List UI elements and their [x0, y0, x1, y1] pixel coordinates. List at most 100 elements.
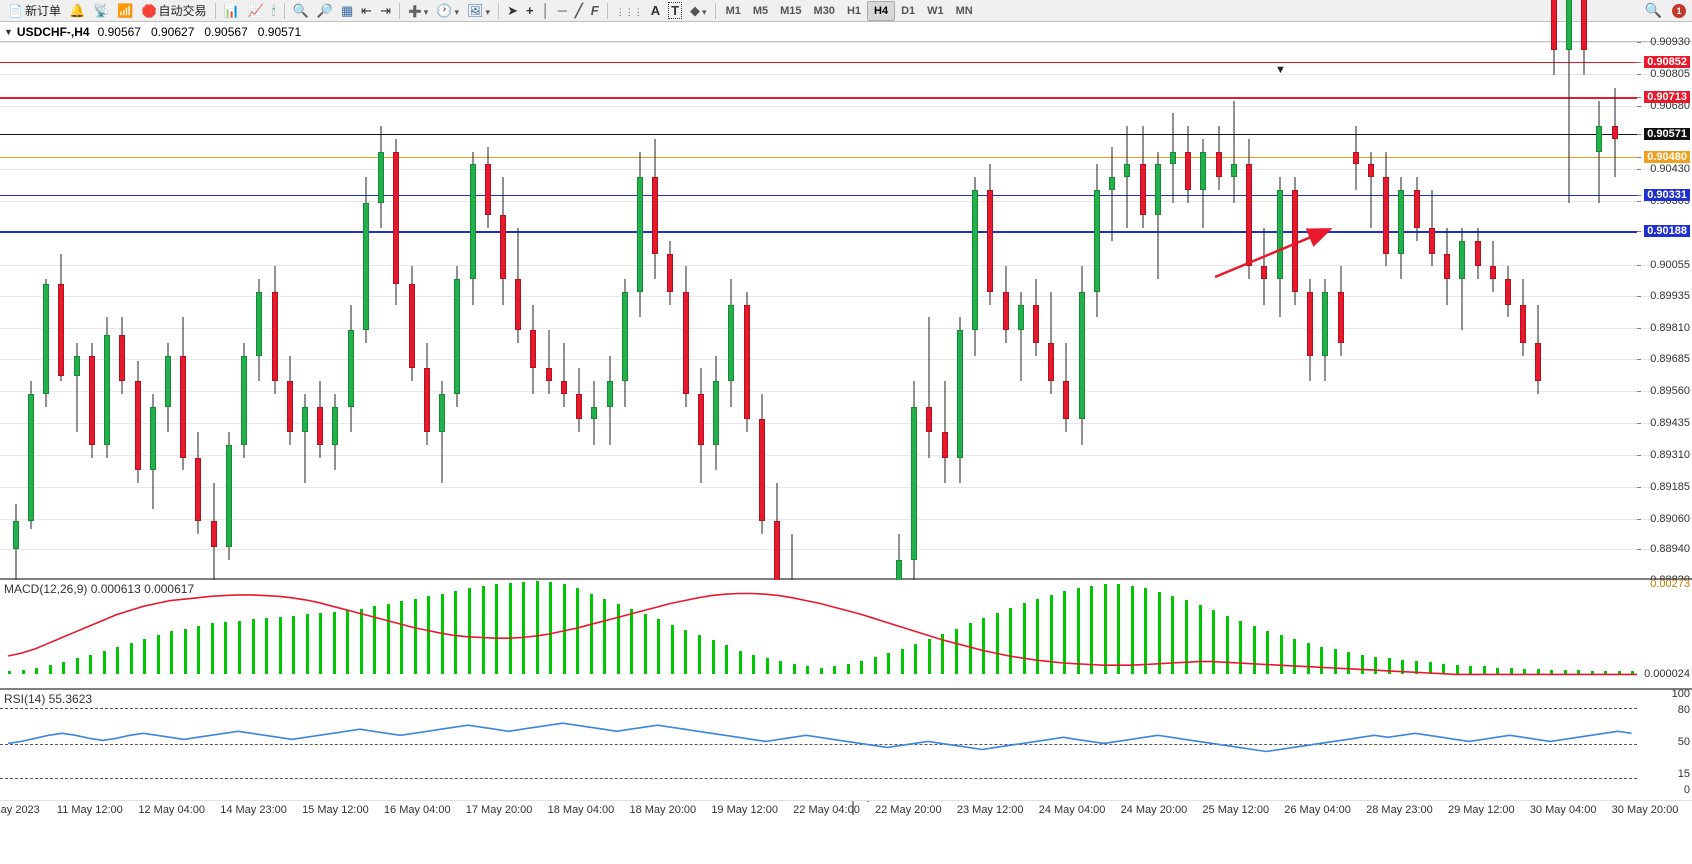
candle-body [1231, 164, 1237, 177]
macd-indicator-panel[interactable]: MACD(12,26,9) 0.000613 0.000617 0.00273 0… [0, 580, 1692, 690]
remote-button[interactable] [89, 1, 113, 21]
zoom-in-button[interactable] [289, 1, 313, 21]
dots-tool-button[interactable] [612, 1, 647, 21]
tf-h1[interactable]: H1 [841, 1, 867, 21]
candle-body [165, 356, 171, 407]
candle-body [1551, 0, 1557, 50]
price-axis-label: 0.89560 [1650, 385, 1690, 397]
rsi-indicator-panel[interactable]: RSI(14) 55.3623 100 80 50 15 0 [0, 690, 1692, 800]
candle-body [1353, 152, 1359, 165]
price-axis-tick [1637, 391, 1641, 392]
price-axis-label: 0.89185 [1650, 481, 1690, 493]
candle-body [1063, 381, 1069, 419]
text-tool-button[interactable] [647, 1, 664, 21]
candle-body [1109, 177, 1115, 190]
candle-body [485, 164, 491, 215]
main-toolbar: 新订单 自动交易 [0, 0, 1692, 22]
date-axis[interactable]: 10 May 2023 11 May 12:00 12 May 04:00 14 Ma… [0, 800, 1692, 818]
vline-tool-button[interactable] [538, 1, 554, 21]
chart-shift-left-button[interactable] [357, 1, 376, 21]
cursor-tool-button[interactable] [503, 1, 522, 21]
chart-shift-right-button[interactable] [376, 1, 395, 21]
candle-chart-button[interactable] [268, 1, 280, 21]
clock-button[interactable] [432, 1, 463, 21]
new-plus-icon [408, 3, 422, 18]
price-axis-tick [1637, 519, 1641, 520]
tf-w1[interactable]: W1 [921, 1, 950, 21]
tf-m1[interactable]: M1 [720, 1, 747, 21]
price-axis-tick [1637, 62, 1641, 63]
candle-body [470, 164, 476, 279]
price-axis-tick [1637, 74, 1641, 75]
price-level-line[interactable] [0, 231, 1637, 232]
autotrade-button[interactable]: 自动交易 [138, 1, 211, 21]
candle-body [1459, 241, 1465, 279]
price-level-line[interactable] [0, 195, 1637, 196]
fib-tool-button[interactable] [587, 1, 603, 21]
candle-body [957, 330, 963, 457]
tf-d1[interactable]: D1 [895, 1, 921, 21]
hline-tool-button[interactable] [554, 1, 571, 21]
macd-signal-line [0, 580, 1637, 690]
alert-button[interactable] [65, 1, 89, 21]
grid-toggle-button[interactable] [337, 1, 357, 21]
candle-body [1612, 126, 1618, 139]
trendline-tool-button[interactable] [571, 1, 587, 21]
notification-badge[interactable]: 1 [1672, 4, 1686, 18]
candle-body [1368, 164, 1374, 177]
price-level-badge[interactable]: 0.90571 [1644, 128, 1690, 140]
price-axis-tick [1637, 195, 1641, 196]
symbol-dropdown-arrow[interactable]: ▼ [4, 27, 13, 37]
date-axis-label: 22 May 04:00 [793, 804, 860, 816]
tf-m15[interactable]: M15 [774, 1, 807, 21]
search-icon[interactable]: 🔍 [1645, 2, 1662, 19]
price-chart-panel[interactable]: ▼ 0.909300.908520.908050.907130.906800.9… [0, 42, 1692, 580]
vline-icon [542, 3, 550, 18]
tf-h4[interactable]: H4 [867, 1, 895, 21]
templates-button[interactable] [463, 1, 494, 21]
price-level-line[interactable] [0, 134, 1637, 135]
tf-m5[interactable]: M5 [747, 1, 774, 21]
price-level-line[interactable] [0, 62, 1637, 63]
price-gridline [0, 265, 1652, 266]
grid-icon [341, 3, 353, 19]
price-axis-label: 0.90430 [1650, 163, 1690, 175]
price-axis-label: 0.89435 [1650, 417, 1690, 429]
trend-arrow-annotation[interactable] [1210, 222, 1340, 282]
trendline-icon [575, 3, 583, 19]
price-gridline [0, 519, 1652, 520]
rsi-axis-label: 15 [1678, 768, 1690, 780]
new-indicator-button[interactable] [404, 1, 432, 21]
price-level-badge[interactable]: 0.90713 [1644, 91, 1690, 103]
wifi-button[interactable] [113, 1, 137, 21]
tf-m30[interactable]: M30 [808, 1, 841, 21]
candle-chart-icon [272, 3, 276, 19]
crosshair-tool-button[interactable] [522, 1, 538, 21]
price-level-line[interactable] [0, 97, 1637, 98]
candle-body [409, 284, 415, 368]
textbox-tool-button[interactable] [664, 1, 686, 21]
price-level-badge[interactable]: 0.90188 [1644, 225, 1690, 237]
ohlc-open-label: 0.90567 [98, 25, 141, 39]
objects-tool-button[interactable] [686, 1, 711, 21]
price-gridline [0, 487, 1652, 488]
price-level-badge[interactable]: 0.90331 [1644, 189, 1690, 201]
candle-body [1429, 228, 1435, 253]
new-order-button[interactable]: 新订单 [4, 1, 65, 21]
tf-mn[interactable]: MN [950, 1, 979, 21]
candle-body [1018, 305, 1024, 330]
price-axis-label: 0.89685 [1650, 353, 1690, 365]
price-axis-tick [1637, 296, 1641, 297]
candle-body [1505, 279, 1511, 304]
candle-body [13, 521, 19, 549]
candle-body [439, 394, 445, 432]
date-axis-label: 26 May 04:00 [1284, 804, 1351, 816]
bar-chart-button[interactable] [220, 1, 244, 21]
price-level-badge[interactable]: 0.90480 [1644, 151, 1690, 163]
candle-body [530, 330, 536, 368]
price-level-badge[interactable]: 0.90852 [1644, 56, 1690, 68]
line-chart-button[interactable] [244, 1, 268, 21]
zoom-out-button[interactable] [313, 1, 337, 21]
date-axis-label: 30 May 20:00 [1612, 804, 1679, 816]
price-level-line[interactable] [0, 157, 1637, 158]
